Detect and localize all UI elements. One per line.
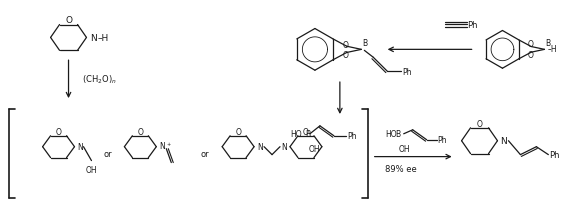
Text: –H: –H — [97, 34, 109, 43]
Text: O: O — [235, 128, 241, 137]
Text: O: O — [343, 40, 349, 49]
Text: O: O — [527, 51, 533, 60]
Text: B: B — [396, 130, 401, 139]
Text: O: O — [527, 40, 533, 49]
Text: Ph: Ph — [438, 136, 447, 144]
Text: +: + — [166, 141, 170, 146]
Text: O: O — [477, 120, 482, 129]
Text: N: N — [500, 137, 507, 145]
Text: N: N — [91, 34, 97, 43]
Text: O: O — [303, 128, 309, 137]
Text: Ph: Ph — [467, 20, 478, 29]
Text: N: N — [159, 141, 165, 150]
Text: O: O — [56, 128, 62, 137]
Text: B: B — [363, 39, 368, 48]
Text: B: B — [305, 130, 310, 139]
Text: 89% ee: 89% ee — [385, 164, 417, 173]
Text: O: O — [137, 128, 143, 137]
Text: OH: OH — [309, 144, 320, 153]
Text: N: N — [257, 142, 263, 152]
Text: –H: –H — [547, 45, 557, 54]
Text: N: N — [78, 142, 83, 152]
Text: OH: OH — [399, 144, 410, 153]
Text: N: N — [281, 142, 287, 152]
Text: HO: HO — [385, 130, 396, 139]
Text: Ph: Ph — [549, 150, 560, 159]
Text: Ph: Ph — [347, 132, 356, 141]
Text: B: B — [545, 39, 551, 48]
Text: or: or — [103, 149, 112, 158]
Text: (CH$_2$O)$_n$: (CH$_2$O)$_n$ — [83, 74, 117, 86]
Text: Ph: Ph — [402, 67, 412, 76]
Text: OH: OH — [86, 165, 97, 174]
Text: O: O — [343, 51, 349, 60]
Text: HO: HO — [290, 130, 302, 139]
Text: or: or — [201, 149, 210, 158]
Text: O: O — [65, 16, 72, 25]
